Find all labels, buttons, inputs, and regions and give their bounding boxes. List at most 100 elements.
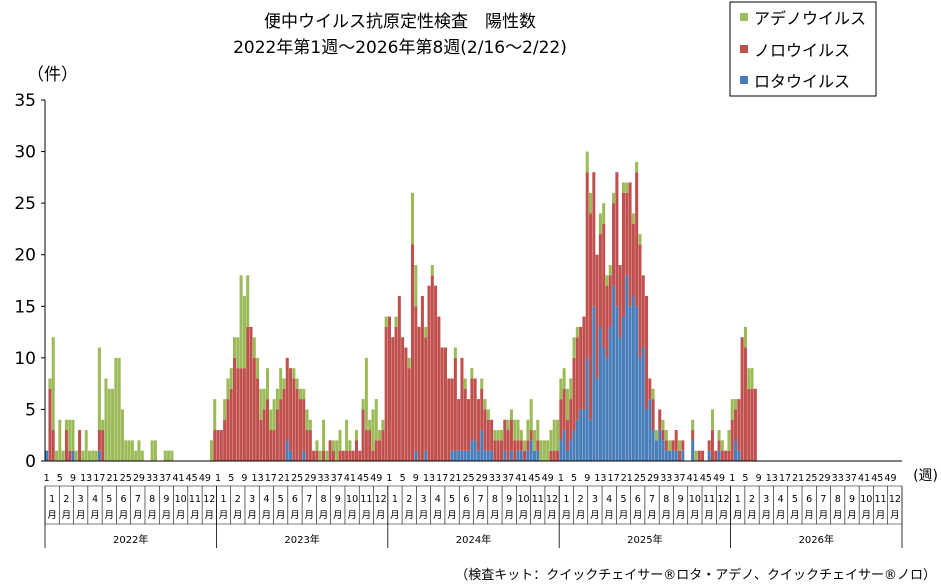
month-unit: 月	[47, 510, 57, 521]
bar-adeno	[259, 388, 263, 420]
bar-adeno	[621, 182, 625, 193]
year-label: 2022年	[113, 533, 148, 546]
bar-adeno	[453, 347, 457, 358]
month-number: 6	[463, 494, 469, 505]
bar-rota	[612, 285, 616, 461]
bar-adeno	[565, 388, 569, 420]
week-tick-label: 5	[57, 473, 63, 484]
bar-noro	[529, 430, 533, 441]
bar-rota	[648, 399, 652, 461]
bar-rota	[589, 419, 593, 461]
bar-noro	[236, 368, 240, 461]
month-number: 5	[449, 494, 455, 505]
week-tick-label: 13	[252, 473, 264, 484]
month-number: 3	[420, 494, 426, 505]
bar-noro	[595, 254, 599, 379]
week-tick-label: 25	[463, 473, 475, 484]
month-unit: 月	[590, 510, 600, 521]
bar-adeno	[236, 337, 240, 369]
bar-noro	[450, 378, 454, 451]
bar-adeno	[64, 419, 68, 431]
week-tick-label: 21	[449, 473, 461, 484]
bar-noro	[417, 326, 421, 461]
bar-adeno	[153, 440, 157, 461]
month-number: 9	[335, 494, 341, 505]
week-tick-label: 1	[44, 473, 50, 484]
month-unit: 月	[690, 510, 700, 521]
bar-adeno	[348, 440, 352, 451]
bar-noro	[707, 440, 711, 451]
week-tick-label: 41	[172, 473, 184, 484]
bars	[45, 151, 757, 461]
bar-adeno	[292, 368, 296, 379]
bar-noro	[480, 388, 484, 431]
bar-noro	[328, 440, 332, 461]
month-unit: 月	[490, 510, 500, 521]
month-unit: 月	[790, 510, 800, 521]
bar-adeno	[668, 440, 672, 451]
week-tick-label: 21	[278, 473, 290, 484]
week-tick-label: 33	[146, 473, 158, 484]
bar-noro	[213, 430, 217, 461]
bar-adeno	[256, 357, 260, 379]
bar-adeno	[68, 419, 72, 451]
axes	[44, 100, 902, 462]
bar-noro	[368, 430, 372, 461]
bar-adeno	[523, 440, 527, 451]
bar-rota	[473, 440, 477, 461]
bar-noro	[641, 275, 645, 348]
bar-rota	[536, 450, 540, 461]
bar-noro	[483, 409, 487, 451]
bar-adeno	[747, 368, 751, 389]
bar-adeno	[631, 213, 635, 224]
week-tick-label: 45	[871, 473, 883, 484]
bar-adeno	[325, 450, 329, 461]
bar-rota	[562, 430, 566, 461]
bar-noro	[509, 419, 513, 451]
bar-noro	[259, 419, 263, 461]
bar-adeno	[130, 440, 134, 461]
y-tick-label: 35	[14, 91, 36, 111]
month-number: 4	[778, 494, 784, 505]
bar-adeno	[562, 368, 566, 389]
week-tick-label: 49	[542, 473, 554, 484]
bar-adeno	[585, 151, 589, 173]
bar-noro	[315, 450, 319, 461]
week-tick-label: 37	[331, 473, 343, 484]
bar-noro	[710, 430, 714, 461]
week-tick-label: 1	[215, 473, 221, 484]
month-unit: 月	[862, 510, 872, 521]
bar-noro	[562, 388, 566, 431]
bar-noro	[101, 430, 105, 461]
bar-rota	[572, 430, 576, 461]
week-tick-label: 41	[687, 473, 699, 484]
bar-adeno	[127, 440, 131, 461]
bar-adeno	[51, 337, 55, 431]
month-unit: 月	[633, 510, 643, 521]
bar-rota	[654, 440, 658, 461]
bar-rota	[585, 357, 589, 461]
bar-adeno	[117, 357, 121, 461]
bar-adeno	[298, 388, 302, 400]
bar-noro	[364, 430, 368, 461]
bar-adeno	[81, 450, 85, 461]
bar-noro	[246, 326, 250, 461]
y-tick-label: 15	[14, 297, 36, 317]
bar-adeno	[654, 430, 658, 441]
bar-noro	[64, 430, 68, 461]
bar-noro	[648, 378, 652, 400]
bar-noro	[503, 419, 507, 451]
bar-rota	[529, 440, 533, 461]
month-number: 4	[606, 494, 612, 505]
month-number: 11	[703, 494, 715, 505]
bar-noro	[612, 203, 616, 286]
bar-adeno	[252, 337, 256, 358]
bar-adeno	[163, 450, 167, 461]
bar-adeno	[526, 419, 530, 441]
month-unit: 月	[362, 510, 372, 521]
month-unit: 月	[147, 510, 157, 521]
bar-rota	[516, 450, 520, 461]
bar-noro	[671, 440, 675, 451]
week-tick-label: 5	[742, 473, 748, 484]
month-unit: 月	[819, 510, 829, 521]
